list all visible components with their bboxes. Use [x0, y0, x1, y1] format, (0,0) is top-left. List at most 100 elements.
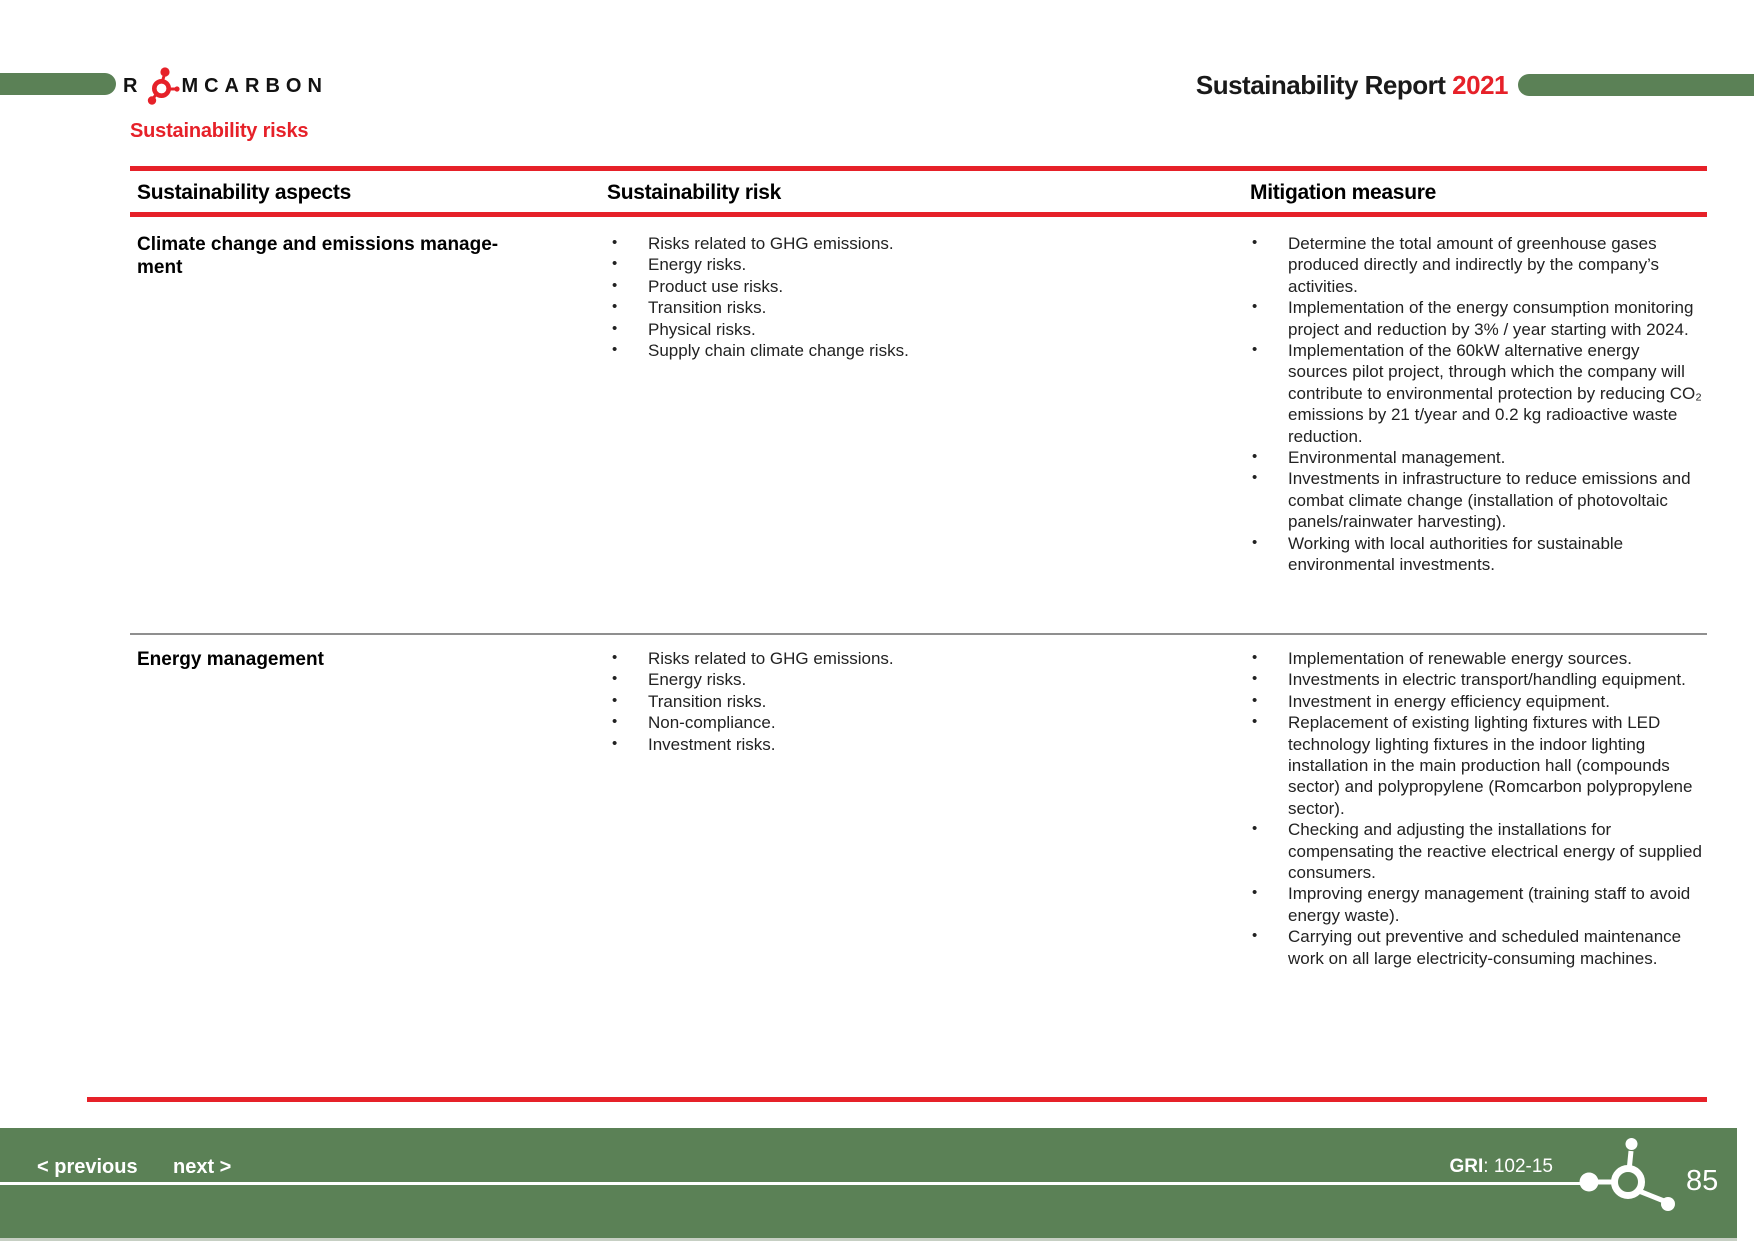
bullet-icon: • — [1252, 649, 1258, 666]
column-header-aspects: Sustainability aspects — [137, 181, 351, 204]
header-green-bar-left — [0, 73, 116, 95]
gri-value: : 102-15 — [1483, 1156, 1553, 1177]
bullet-icon: • — [612, 341, 618, 359]
bullet-item: • Implementation of the energy consumptio… — [1250, 297, 1702, 340]
column-header-risk: Sustainability risk — [607, 181, 782, 204]
logo-molecule-icon — [148, 67, 181, 105]
bullet-text: Carrying out preventive and scheduled ma… — [1288, 927, 1682, 968]
bullet-item: • Implementation of renewable energy sour… — [1250, 648, 1702, 669]
bullet-item: • Supply chain climate change risks. — [610, 340, 1210, 361]
bullet-text: Implementation of the 60kW alternative e… — [1288, 341, 1702, 446]
bullet-item: • Energy risks. — [610, 669, 1210, 690]
bullet-item: • Physical risks. — [610, 319, 1210, 340]
bullet-icon: • — [1252, 820, 1258, 838]
bullet-text: Energy risks. — [648, 255, 747, 275]
measure-cell: • Implementation of renewable energy sour… — [1250, 648, 1702, 969]
bullet-icon: • — [612, 276, 618, 294]
bullet-text: Supply chain climate change risks. — [648, 341, 909, 361]
bullet-icon: • — [612, 319, 618, 337]
bullet-icon: • — [1252, 234, 1258, 251]
bullet-icon: • — [1252, 448, 1258, 466]
bullet-text: Determine the total amount of greenhouse… — [1288, 234, 1660, 296]
romcarbon-logo: R MCARBON — [123, 64, 328, 108]
bullet-text: Implementation of the energy consumption… — [1288, 298, 1694, 339]
bullet-text: Working with local authorities for susta… — [1288, 533, 1624, 575]
table-top-rule — [130, 166, 1707, 171]
section-title: Sustainability risks — [130, 120, 309, 142]
bullet-icon: • — [1252, 713, 1258, 731]
report-year: 2021 — [1452, 70, 1508, 100]
next-link[interactable]: next > — [173, 1156, 232, 1178]
bullet-item: • Working with local authorities for sust… — [1250, 533, 1702, 576]
report-title: Sustainability Report 2021 — [1195, 70, 1509, 101]
column-header-measure: Mitigation measure — [1250, 181, 1436, 204]
bullet-item: • Replacement of existing lighting fixtur… — [1250, 712, 1702, 819]
bullet-item: • Investments in electric transport/handl… — [1250, 669, 1702, 690]
bullet-text: Investments in infrastructure to reduce … — [1288, 469, 1691, 532]
aspect-cell: Climate change and emissions manage- men… — [137, 234, 499, 278]
bullet-icon: • — [1252, 884, 1258, 902]
bullet-item: • Checking and adjusting the installation… — [1250, 819, 1702, 883]
bullet-text: Improving energy management (training st… — [1288, 884, 1691, 925]
bullet-icon: • — [612, 255, 618, 273]
previous-link[interactable]: < previous — [37, 1156, 138, 1178]
row-divider — [130, 633, 1707, 635]
bullet-item: • Investment in energy efficiency equipme… — [1250, 691, 1702, 712]
aspect-cell: Energy management — [137, 649, 324, 670]
bullet-icon: • — [612, 649, 618, 666]
gri-reference: GRI: 102-15 — [1400, 1156, 1553, 1178]
bullet-item: • Energy risks. — [610, 254, 1210, 275]
logo-text-suffix: MCARBON — [181, 74, 328, 97]
bullet-item: • Implementation of the 60kW alternative … — [1250, 340, 1702, 447]
bullet-icon: • — [612, 670, 618, 688]
bullet-item: • Carrying out preventive and scheduled m… — [1250, 926, 1702, 969]
risk-cell: • Risks related to GHG emissions. • Energy … — [610, 233, 1210, 361]
bullet-item: • Risks related to GHG emissions. — [610, 648, 1210, 669]
bullet-item: • Improving energy management (training s… — [1250, 883, 1702, 926]
bullet-text: Transition risks. — [648, 298, 767, 318]
bullet-icon: • — [1252, 691, 1258, 709]
bullet-icon: • — [1252, 533, 1258, 551]
bullet-item: • Risks related to GHG emissions. — [610, 233, 1210, 254]
bullet-icon: • — [612, 691, 618, 709]
bullet-text: Implementation of renewable energy sourc… — [1288, 649, 1632, 668]
bullet-icon: • — [1252, 670, 1258, 688]
bullet-item: • Investments in infrastructure to reduce… — [1250, 468, 1702, 532]
bullet-item: • Non-compliance. — [610, 712, 1210, 733]
bullet-icon: • — [612, 713, 618, 731]
bullet-icon: • — [1252, 927, 1258, 945]
bullet-item: • Determine the total amount of greenhous… — [1250, 233, 1702, 297]
report-title-text: Sustainability Report — [1195, 70, 1446, 100]
bullet-text: Risks related to GHG emissions. — [648, 234, 894, 253]
footer-molecule-icon — [1579, 1138, 1675, 1211]
bullet-icon: • — [612, 234, 618, 251]
bullet-item: • Transition risks. — [610, 691, 1210, 712]
bullet-text: Replacement of existing lighting fixture… — [1288, 713, 1693, 818]
bullet-icon: • — [612, 298, 618, 316]
gri-label: GRI — [1449, 1156, 1484, 1177]
logo-text-prefix: R — [123, 74, 144, 97]
bullet-text: Energy risks. — [648, 670, 747, 690]
bullet-text: Investment in energy efficiency equipmen… — [1288, 691, 1610, 711]
risk-cell: • Risks related to GHG emissions. • Energy … — [610, 648, 1210, 755]
bullet-text: Non-compliance. — [648, 713, 776, 733]
bullet-text: Investment risks. — [648, 734, 776, 754]
bullet-item: • Environmental management. — [1250, 447, 1702, 468]
bullet-item: • Product use risks. — [610, 276, 1210, 297]
bullet-icon: • — [1252, 469, 1258, 487]
bullet-text: Environmental management. — [1288, 448, 1506, 468]
bullet-text: Product use risks. — [648, 276, 784, 296]
footer-red-rule — [87, 1097, 1707, 1102]
table-header-rule — [130, 212, 1707, 217]
footer-bottom-edge — [0, 1238, 1737, 1241]
measure-cell: • Determine the total amount of greenhous… — [1250, 233, 1702, 576]
bullet-text: Checking and adjusting the installations… — [1288, 820, 1702, 883]
page-number: 85 — [1686, 1165, 1719, 1197]
footer-divider-line — [0, 1182, 1589, 1185]
bullet-text: Physical risks. — [648, 319, 756, 339]
bullet-icon: • — [612, 734, 618, 752]
bullet-item: • Investment risks. — [610, 734, 1210, 755]
bullet-icon: • — [1252, 341, 1258, 359]
bullet-text: Transition risks. — [648, 691, 767, 711]
